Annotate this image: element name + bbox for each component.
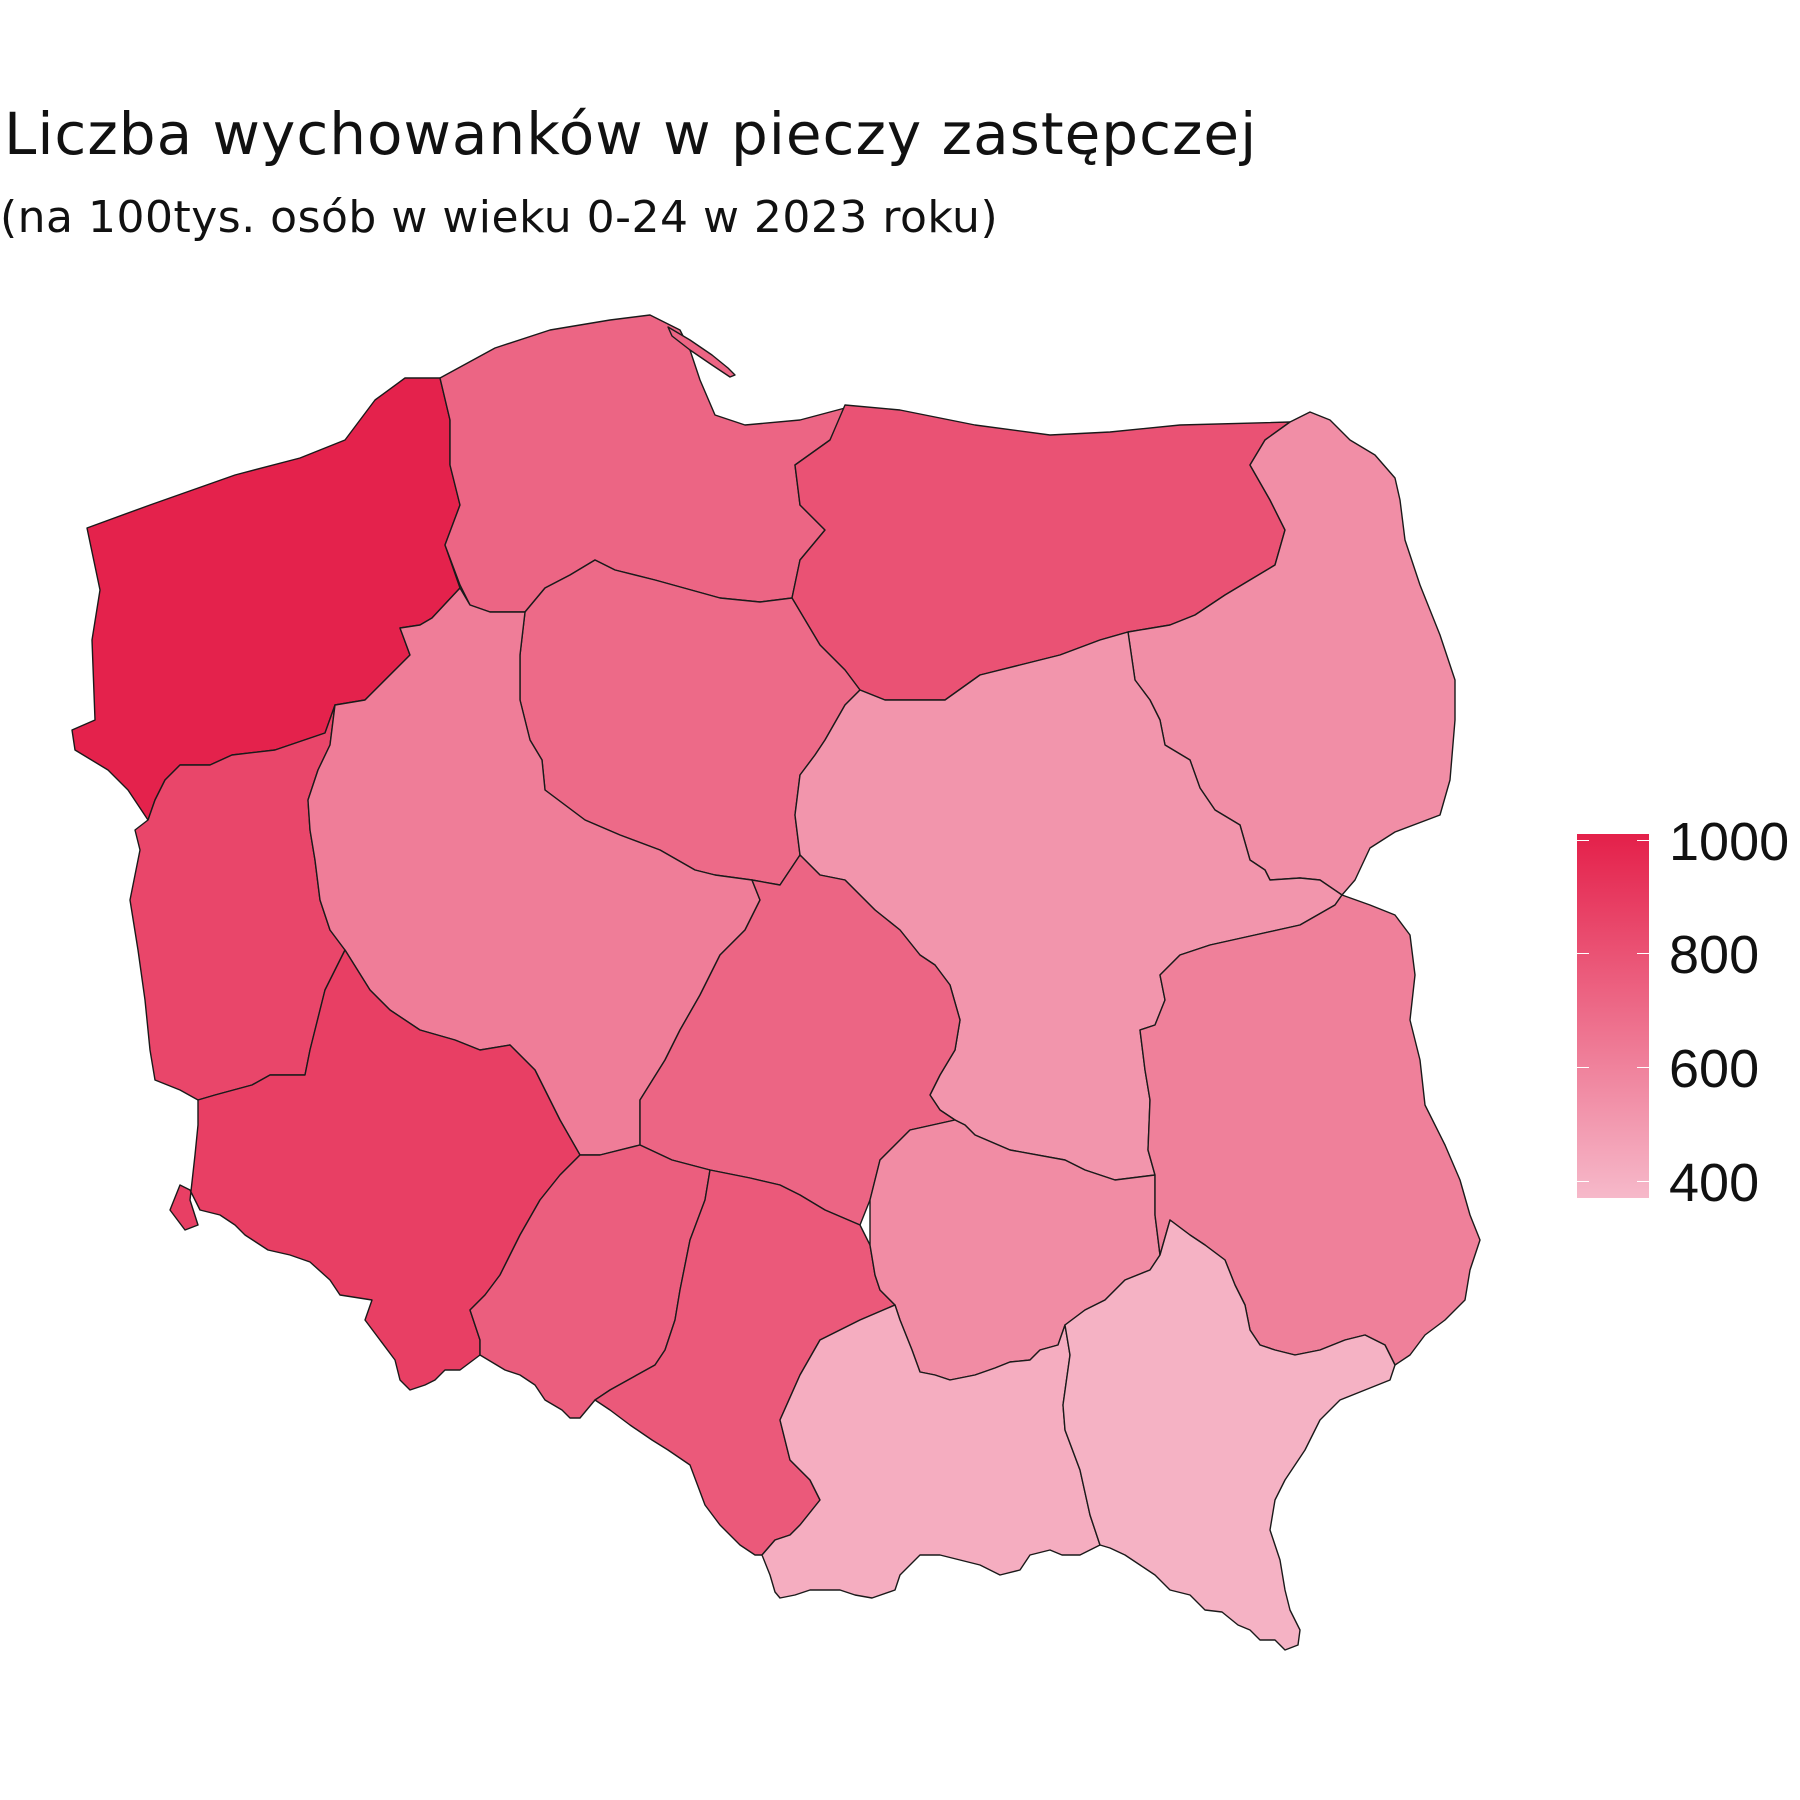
region-hel-peninsula [667,326,736,378]
region-dolnoslaskie[interactable] [169,949,581,1391]
region-podkarpackie[interactable] [1062,1219,1396,1651]
region-pomorskie[interactable] [439,314,846,613]
legend-tick-label: 400 [1669,1152,1760,1213]
legend-gradient-bar [1577,834,1649,1198]
legend-tick-label: 1000 [1669,811,1790,872]
color-legend: 400 600 800 1000 [1577,815,1789,1210]
legend-tick-label: 800 [1669,925,1760,986]
legend-tick-label: 600 [1669,1039,1760,1100]
map-title: Liczba wychowanków w pieczy zastępczej [4,100,1258,168]
map-subtitle: (na 100tys. osób w wieku 0-24 w 2023 rok… [0,192,999,243]
